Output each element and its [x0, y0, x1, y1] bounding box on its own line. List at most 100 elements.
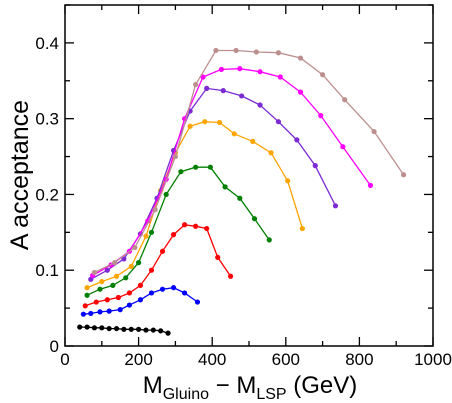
data-point: [297, 55, 304, 61]
data-point: [250, 138, 256, 144]
data-point: [91, 269, 98, 276]
series-5: [88, 85, 339, 282]
data-point: [115, 294, 121, 301]
data-point: [312, 163, 318, 169]
data-point: [159, 286, 166, 292]
data-point: [193, 81, 199, 88]
series-line: [94, 49, 405, 274]
data-point: [97, 309, 103, 315]
data-point: [84, 292, 90, 298]
data-point: [123, 275, 129, 281]
x-tick-label: 600: [272, 350, 300, 369]
x-axis-title: MGluino − MLSP (GeV): [143, 372, 358, 403]
series-2: [82, 222, 234, 309]
data-point: [257, 69, 263, 75]
data-point: [178, 169, 184, 175]
data-point: [143, 233, 149, 239]
data-point: [158, 328, 164, 334]
data-point: [182, 290, 188, 296]
series-4: [84, 119, 305, 291]
data-point: [275, 50, 282, 56]
data-point: [297, 89, 304, 95]
data-point: [104, 297, 110, 303]
data-point: [367, 182, 374, 188]
data-point: [93, 299, 99, 305]
data-point: [268, 150, 274, 156]
data-point: [106, 325, 112, 332]
data-point: [170, 232, 177, 238]
data-point: [88, 310, 94, 317]
data-point: [104, 267, 110, 273]
x-axis-title-sub1: Gluino: [163, 386, 209, 403]
data-point: [163, 191, 169, 198]
y-tick-label: 0.1: [35, 261, 59, 280]
data-point: [187, 123, 193, 129]
series-line: [92, 68, 371, 277]
data-point: [320, 72, 326, 78]
data-point: [193, 164, 199, 170]
data-point: [340, 144, 346, 150]
data-point: [194, 299, 201, 305]
x-axis-title-sub2: LSP: [256, 386, 286, 403]
x-tick-label: 1000: [414, 350, 452, 369]
data-point: [121, 256, 127, 262]
x-tick-label: 800: [345, 350, 373, 369]
data-point: [237, 66, 243, 72]
data-point: [172, 153, 178, 160]
data-point: [233, 47, 239, 54]
data-point: [136, 326, 142, 332]
data-point: [200, 74, 206, 80]
data-point: [137, 297, 144, 303]
series-7: [91, 47, 407, 276]
data-point: [275, 119, 282, 125]
series-line: [86, 121, 304, 289]
data-point: [113, 273, 120, 279]
data-point: [99, 325, 105, 331]
data-point: [251, 216, 258, 222]
y-tick-label: 0.2: [35, 185, 59, 204]
series-line: [84, 224, 232, 307]
data-point: [204, 85, 210, 91]
data-point: [213, 47, 219, 54]
data-point: [216, 119, 223, 126]
series-layer: [77, 47, 407, 336]
data-point: [97, 286, 103, 292]
y-tick-label: 0.4: [35, 34, 59, 53]
data-point: [126, 290, 132, 296]
data-point: [152, 207, 158, 213]
data-point: [165, 330, 171, 336]
data-point: [150, 327, 156, 333]
data-point: [294, 137, 300, 143]
series-1: [80, 285, 201, 317]
data-point: [132, 244, 138, 251]
data-point: [77, 324, 83, 330]
data-point: [220, 88, 226, 94]
data-point: [148, 290, 155, 296]
data-point: [318, 113, 324, 119]
data-point: [202, 119, 208, 125]
y-tick-label: 0.3: [35, 110, 59, 129]
data-point: [110, 282, 116, 288]
axis-ticks: 0 200 400 600 800 1000 0 0.1 0.2 0.3 0.4: [35, 4, 452, 369]
data-point: [193, 223, 199, 229]
data-point: [136, 260, 142, 266]
x-tick-label: 200: [124, 350, 152, 369]
data-point: [121, 326, 127, 332]
data-point: [84, 285, 90, 291]
x-tick-label: 0: [60, 350, 69, 369]
data-point: [170, 285, 177, 291]
data-point: [228, 273, 234, 279]
data-point: [82, 303, 88, 309]
data-point: [112, 260, 118, 266]
data-point: [342, 97, 348, 103]
data-point: [257, 102, 263, 108]
data-point: [143, 327, 149, 333]
data-point: [400, 172, 407, 178]
data-point: [80, 311, 86, 317]
data-point: [231, 131, 237, 137]
data-point: [299, 225, 305, 232]
data-point: [128, 326, 134, 332]
x-axis-title-mid: − M: [209, 372, 256, 399]
data-point: [239, 93, 245, 99]
